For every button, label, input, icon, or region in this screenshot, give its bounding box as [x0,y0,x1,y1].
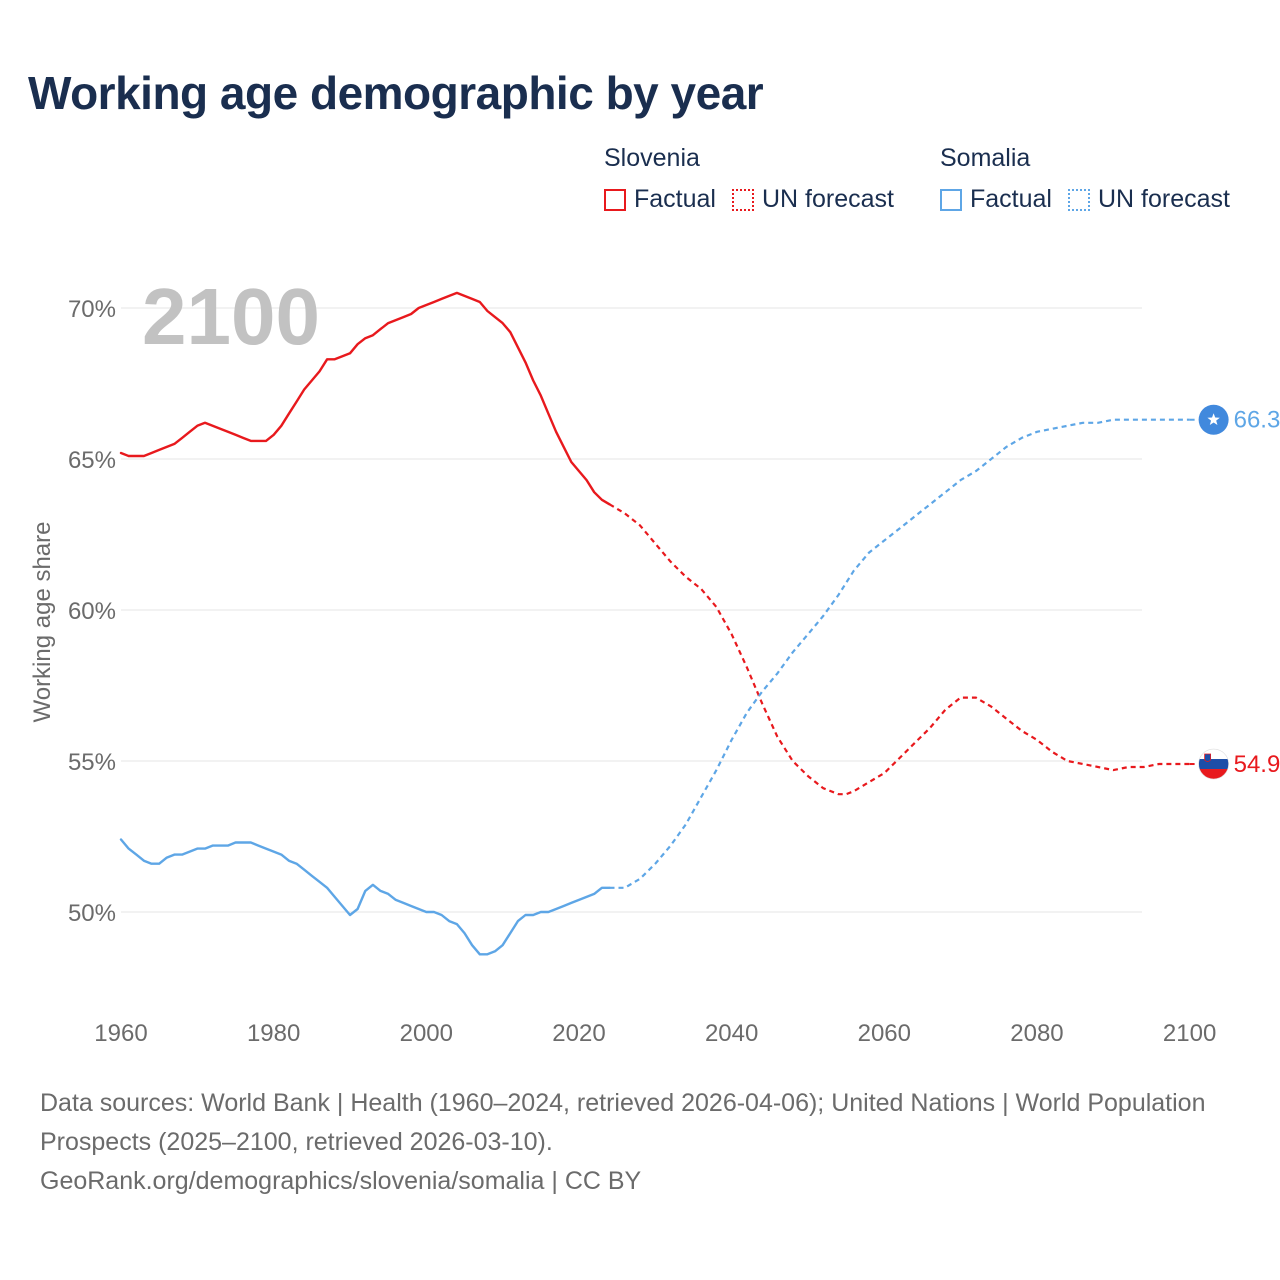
y-tick-label: 55% [68,749,116,776]
legend-slovenia: Slovenia Factual UN forecast [604,144,910,214]
legend-item-slovenia-factual[interactable]: Factual [604,185,716,214]
y-axis-ticks: 50% 55% 60% 65% 70% [68,296,116,927]
x-tick-label: 2060 [858,1020,911,1047]
legend-label: UN forecast [1097,185,1230,213]
somalia-flag-icon [1198,404,1229,435]
end-labels: 66.3% 54.9% [1189,404,1280,780]
x-tick-label: 2020 [552,1020,605,1047]
legend-swatch-solid [940,188,962,211]
y-tick-label: 65% [68,447,116,474]
y-tick-label: 70% [68,296,116,323]
somalia-forecast-line[interactable] [609,418,1190,889]
y-tick-label: 60% [68,598,116,625]
legend-item-somalia-forecast[interactable]: UN forecast [1067,185,1230,214]
legend-country-name: Slovenia [604,144,700,172]
y-axis-label: Working age share [29,522,56,723]
x-tick-label: 2040 [705,1020,758,1047]
x-tick-label: 1960 [94,1020,147,1047]
legend-swatch-solid [604,188,626,211]
x-tick-label: 1980 [247,1020,300,1047]
slovenia-factual-line[interactable] [119,291,611,506]
legend-swatch-dotted [731,188,754,211]
series-lines [119,291,1190,956]
chart-title: Working age demographic by year [28,67,764,119]
somalia-factual-line[interactable] [119,838,611,956]
x-axis-ticks: 1960 1980 2000 2020 2040 2060 2080 2100 [94,1020,1216,1047]
x-tick-label: 2100 [1163,1020,1216,1047]
end-value-label: 54.9% [1234,751,1280,778]
data-sources: Data sources: World Bank | Health (1960–… [40,1089,1206,1156]
year-indicator: 2100 [142,272,320,361]
legend-label: Factual [970,185,1052,213]
x-tick-label: 2000 [400,1020,453,1047]
slovenia-flag-icon [1198,748,1229,780]
legend-swatch-dotted [1067,188,1090,211]
legend-label: UN forecast [761,185,894,213]
legend-item-somalia-factual[interactable]: Factual [940,185,1052,214]
legend-country-name: Somalia [940,144,1031,172]
credit-link[interactable]: GeoRank.org/demographics/slovenia/somali… [40,1167,642,1195]
legend-item-slovenia-forecast[interactable]: UN forecast [731,185,894,214]
line-chart: 50% 55% 60% 65% 70% 1960 1980 2000 2020 2040 2060… [29,272,1280,1047]
legend-somalia: Somalia Factual UN forecast [940,144,1246,214]
end-value-label: 66.3% [1234,407,1280,434]
legend-label: Factual [634,185,716,213]
y-tick-label: 50% [68,900,116,927]
x-tick-label: 2080 [1010,1020,1063,1047]
slovenia-forecast-line[interactable] [608,503,1190,796]
grid-lines [121,307,1142,913]
footer: Data sources: World Bank | Health (1960–… [40,1084,1220,1201]
